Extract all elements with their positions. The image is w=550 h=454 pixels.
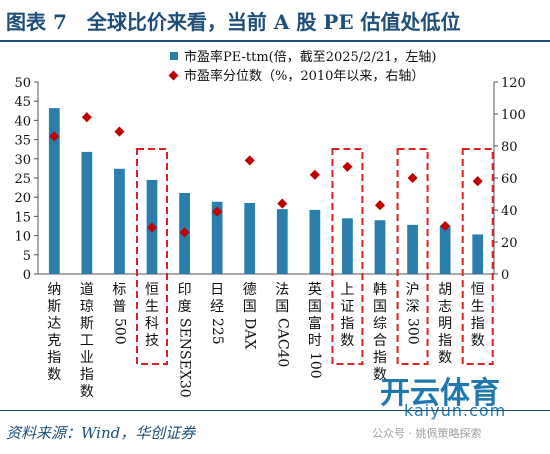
percentile-marker: [309, 169, 320, 180]
highlight-box: [331, 148, 364, 365]
percentile-marker: [146, 222, 158, 233]
x-tick-label-latin: SENSEX30: [177, 318, 193, 398]
highlight-box: [396, 148, 429, 365]
left-axis-tick-label: 15: [14, 210, 31, 225]
legend-marker-label: 市盈率分位数（%，2010年以来，右轴）: [184, 68, 424, 84]
x-tick-labels: 纳斯达克指数 道琼斯工业指数 标普 500 恒生科技 印度 SENSEX30 日经 225 德国D…: [47, 281, 484, 400]
bar: [81, 151, 93, 274]
bar: [244, 202, 256, 274]
x-tick-label-latin: DAX: [242, 318, 258, 349]
right-axis-tick-label: 120: [501, 76, 526, 91]
x-tick-label: 纳斯达克指数: [47, 282, 61, 383]
bar: [48, 108, 60, 274]
bar: [211, 201, 223, 274]
x-tick-label-latin: 500: [111, 318, 127, 345]
left-axis-tick-label: 40: [14, 114, 31, 129]
x-tick-label: 德国: [243, 282, 257, 315]
x-tick-label-latin: 225: [209, 318, 225, 345]
left-axis-tick-label: 0: [23, 268, 31, 283]
right-axis-tick-label: 60: [501, 172, 518, 187]
percentile-marker: [114, 126, 125, 137]
footer-rule: [0, 410, 550, 411]
x-tick-label-latin: CAC40: [274, 318, 290, 367]
x-tick-label: 英国富时: [308, 281, 322, 349]
title-underline: [0, 40, 550, 42]
left-axis-tick-label: 10: [14, 230, 31, 245]
chart-svg: 市盈率PE-ttm(倍，截至2025/2/21，左轴) 市盈率分位数（%，2010…: [14, 49, 525, 400]
bar-series: [48, 108, 484, 274]
x-tick-label: 胡志明指数: [438, 282, 452, 366]
bar: [439, 225, 451, 274]
x-tick-label-latin: 300: [405, 318, 421, 345]
x-tick-label: 恒生科技: [145, 282, 159, 349]
percentile-marker: [244, 155, 255, 166]
chart-legend: 市盈率PE-ttm(倍，截至2025/2/21，左轴) 市盈率分位数（%，2010…: [168, 49, 436, 84]
watermark-brand: 开云体育: [380, 376, 500, 411]
bar: [276, 209, 288, 274]
left-axis-tick-label: 30: [14, 153, 31, 168]
x-tick-label: 印度: [178, 282, 192, 315]
percentile-marker: [81, 112, 92, 123]
right-axis-tick-label: 0: [501, 268, 509, 283]
left-axis-tick-label: 50: [14, 76, 31, 91]
x-tick-label: 恒生指数: [471, 282, 485, 349]
left-axis-tick-label: 5: [23, 249, 31, 264]
x-tick-label: 上证指数: [340, 282, 354, 349]
percentile-marker: [179, 227, 190, 238]
percentile-marker: [342, 161, 353, 172]
bar: [472, 234, 484, 274]
legend-marker-swatch: [168, 70, 179, 81]
left-axis-tick-label: 20: [14, 191, 31, 206]
bar: [309, 209, 321, 274]
percentile-marker: [407, 172, 418, 184]
x-tick-label: 标普: [112, 282, 126, 315]
left-axis-tick-label: 25: [14, 172, 31, 187]
marker-series: [49, 112, 483, 238]
x-tick-label: 日经: [210, 282, 224, 315]
highlight-box: [461, 148, 494, 365]
source-footer: 资料来源：Wind，华创证券: [0, 410, 550, 454]
chart-title: 图表 7 全球比价来看，当前 A 股 PE 估值处低位: [6, 10, 461, 34]
percentile-marker: [212, 206, 223, 217]
x-tick-label: 沪深: [406, 282, 420, 315]
right-axis-tick-label: 100: [501, 108, 526, 123]
highlight-box: [136, 148, 168, 365]
right-axis-tick-label: 80: [501, 140, 518, 155]
legend-bar-label: 市盈率PE-ttm(倍，截至2025/2/21，左轴): [184, 49, 436, 65]
highlight-boxes: [136, 148, 494, 365]
chart-title-banner: 图表 7 全球比价来看，当前 A 股 PE 估值处低位: [0, 0, 550, 42]
percentile-marker: [277, 198, 288, 209]
percentile-marker: [49, 131, 60, 142]
x-tick-label: 韩国综合指数: [373, 282, 387, 383]
percentile-marker: [440, 220, 451, 232]
x-tick-label-latin: 100: [307, 352, 323, 379]
right-axis-tick-label: 20: [501, 236, 518, 251]
bar: [114, 168, 125, 274]
left-axis-tick-label: 45: [14, 95, 31, 110]
legend-bar-swatch: [170, 52, 178, 60]
x-tick-label: 法国: [275, 282, 289, 315]
right-axis-tick-label: 40: [501, 204, 518, 219]
bar: [407, 224, 418, 274]
percentile-marker: [374, 200, 386, 211]
bar: [374, 220, 386, 274]
bar: [342, 218, 353, 274]
percentile-marker: [472, 176, 483, 187]
left-axis-tick-label: 35: [14, 134, 31, 149]
x-tick-label: 道琼斯工业指数: [80, 282, 94, 400]
source-text: 资料来源：Wind，华创证券: [6, 424, 196, 442]
watermark-account: 公众号 · 姚佩策略探索: [372, 427, 482, 440]
chart-axes: 0 5 10 15 20 25 30 35 40 45 50 0 20 40 60 80 100 120: [14, 76, 525, 283]
